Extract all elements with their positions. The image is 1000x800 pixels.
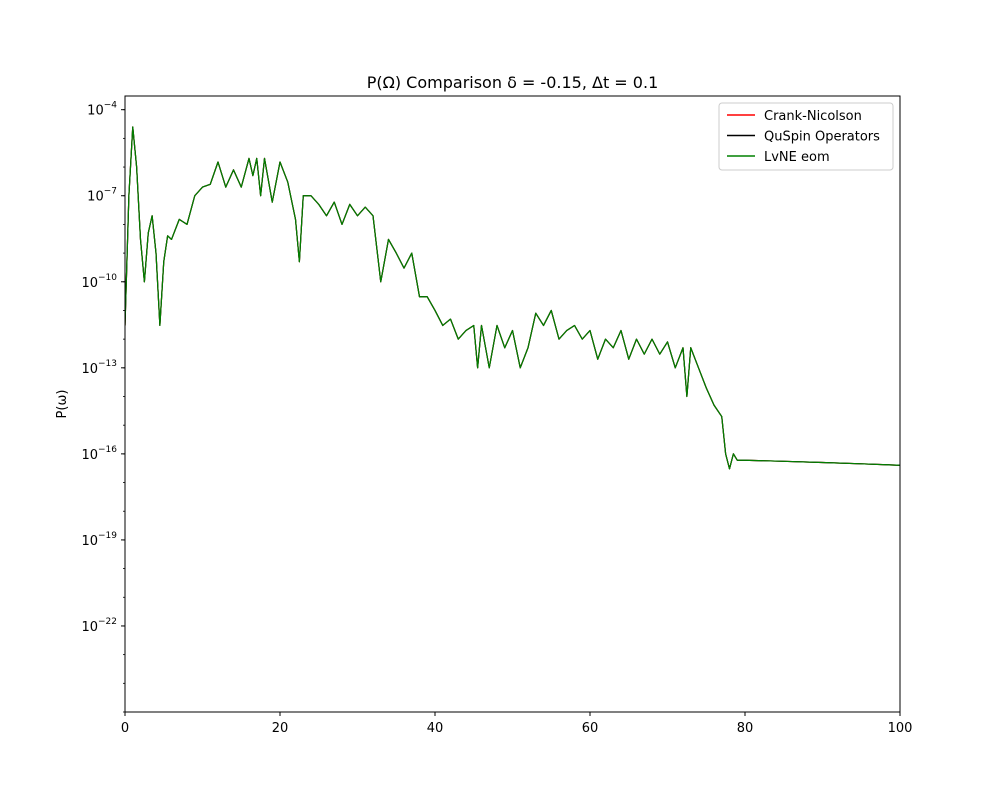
legend: Crank-Nicolson QuSpin Operators LvNE eom [718,102,894,171]
y-tick-label: 10−13 [81,359,117,377]
y-tick-label: 10−19 [81,531,117,549]
y-tick-exponent: −4 [104,101,118,111]
y-tick-base: 10 [87,104,104,119]
y-tick-exponent: −13 [98,359,117,369]
x-tick-label: 0 [121,721,129,736]
series-line-lvne-eom [125,126,900,470]
x-tick-label: 80 [737,721,754,736]
chart-title: P(Ω) Comparison δ = -0.15, Δt = 0.1 [367,73,659,92]
legend-label: LvNE eom [764,150,830,165]
x-tick-label: 60 [582,721,599,736]
x-tick-label: 40 [427,721,444,736]
plot-frame [124,95,901,713]
x-tick-label: 20 [272,721,289,736]
legend-label: QuSpin Operators [764,130,880,145]
y-tick-label: 10−10 [81,273,117,291]
y-tick-base: 10 [81,620,98,635]
y-tick-label: 10−22 [81,617,117,635]
y-tick-base: 10 [81,534,98,549]
y-tick-exponent: −10 [98,273,117,283]
y-axis-label: P(ω) [55,390,70,419]
y-tick-exponent: −16 [98,445,117,455]
x-axis: 0 20 40 60 80 100 [121,712,913,736]
y-tick-label: 10−7 [87,187,117,205]
series-layer [125,126,900,470]
legend-label: Crank-Nicolson [764,109,862,124]
y-tick-label: 10−16 [81,445,117,463]
y-tick-base: 10 [81,362,98,377]
y-tick-base: 10 [81,448,98,463]
legend-box [718,102,894,171]
y-tick-exponent: −19 [98,531,117,541]
y-tick-exponent: −7 [104,187,117,197]
y-tick-label: 10−4 [87,101,117,119]
y-tick-base: 10 [87,190,104,205]
y-tick-exponent: −22 [98,617,117,627]
x-tick-label: 100 [888,721,913,736]
y-tick-base: 10 [81,276,98,291]
